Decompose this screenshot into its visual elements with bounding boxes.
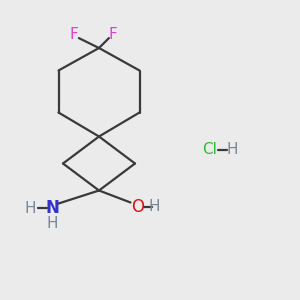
Text: N: N [46, 200, 59, 217]
Text: H: H [47, 216, 58, 231]
Text: H: H [24, 201, 36, 216]
Text: H: H [149, 200, 160, 214]
Text: Cl: Cl [202, 142, 217, 158]
Text: O: O [131, 198, 145, 216]
Text: H: H [227, 142, 238, 158]
Text: F: F [69, 27, 78, 42]
Text: F: F [108, 27, 117, 42]
